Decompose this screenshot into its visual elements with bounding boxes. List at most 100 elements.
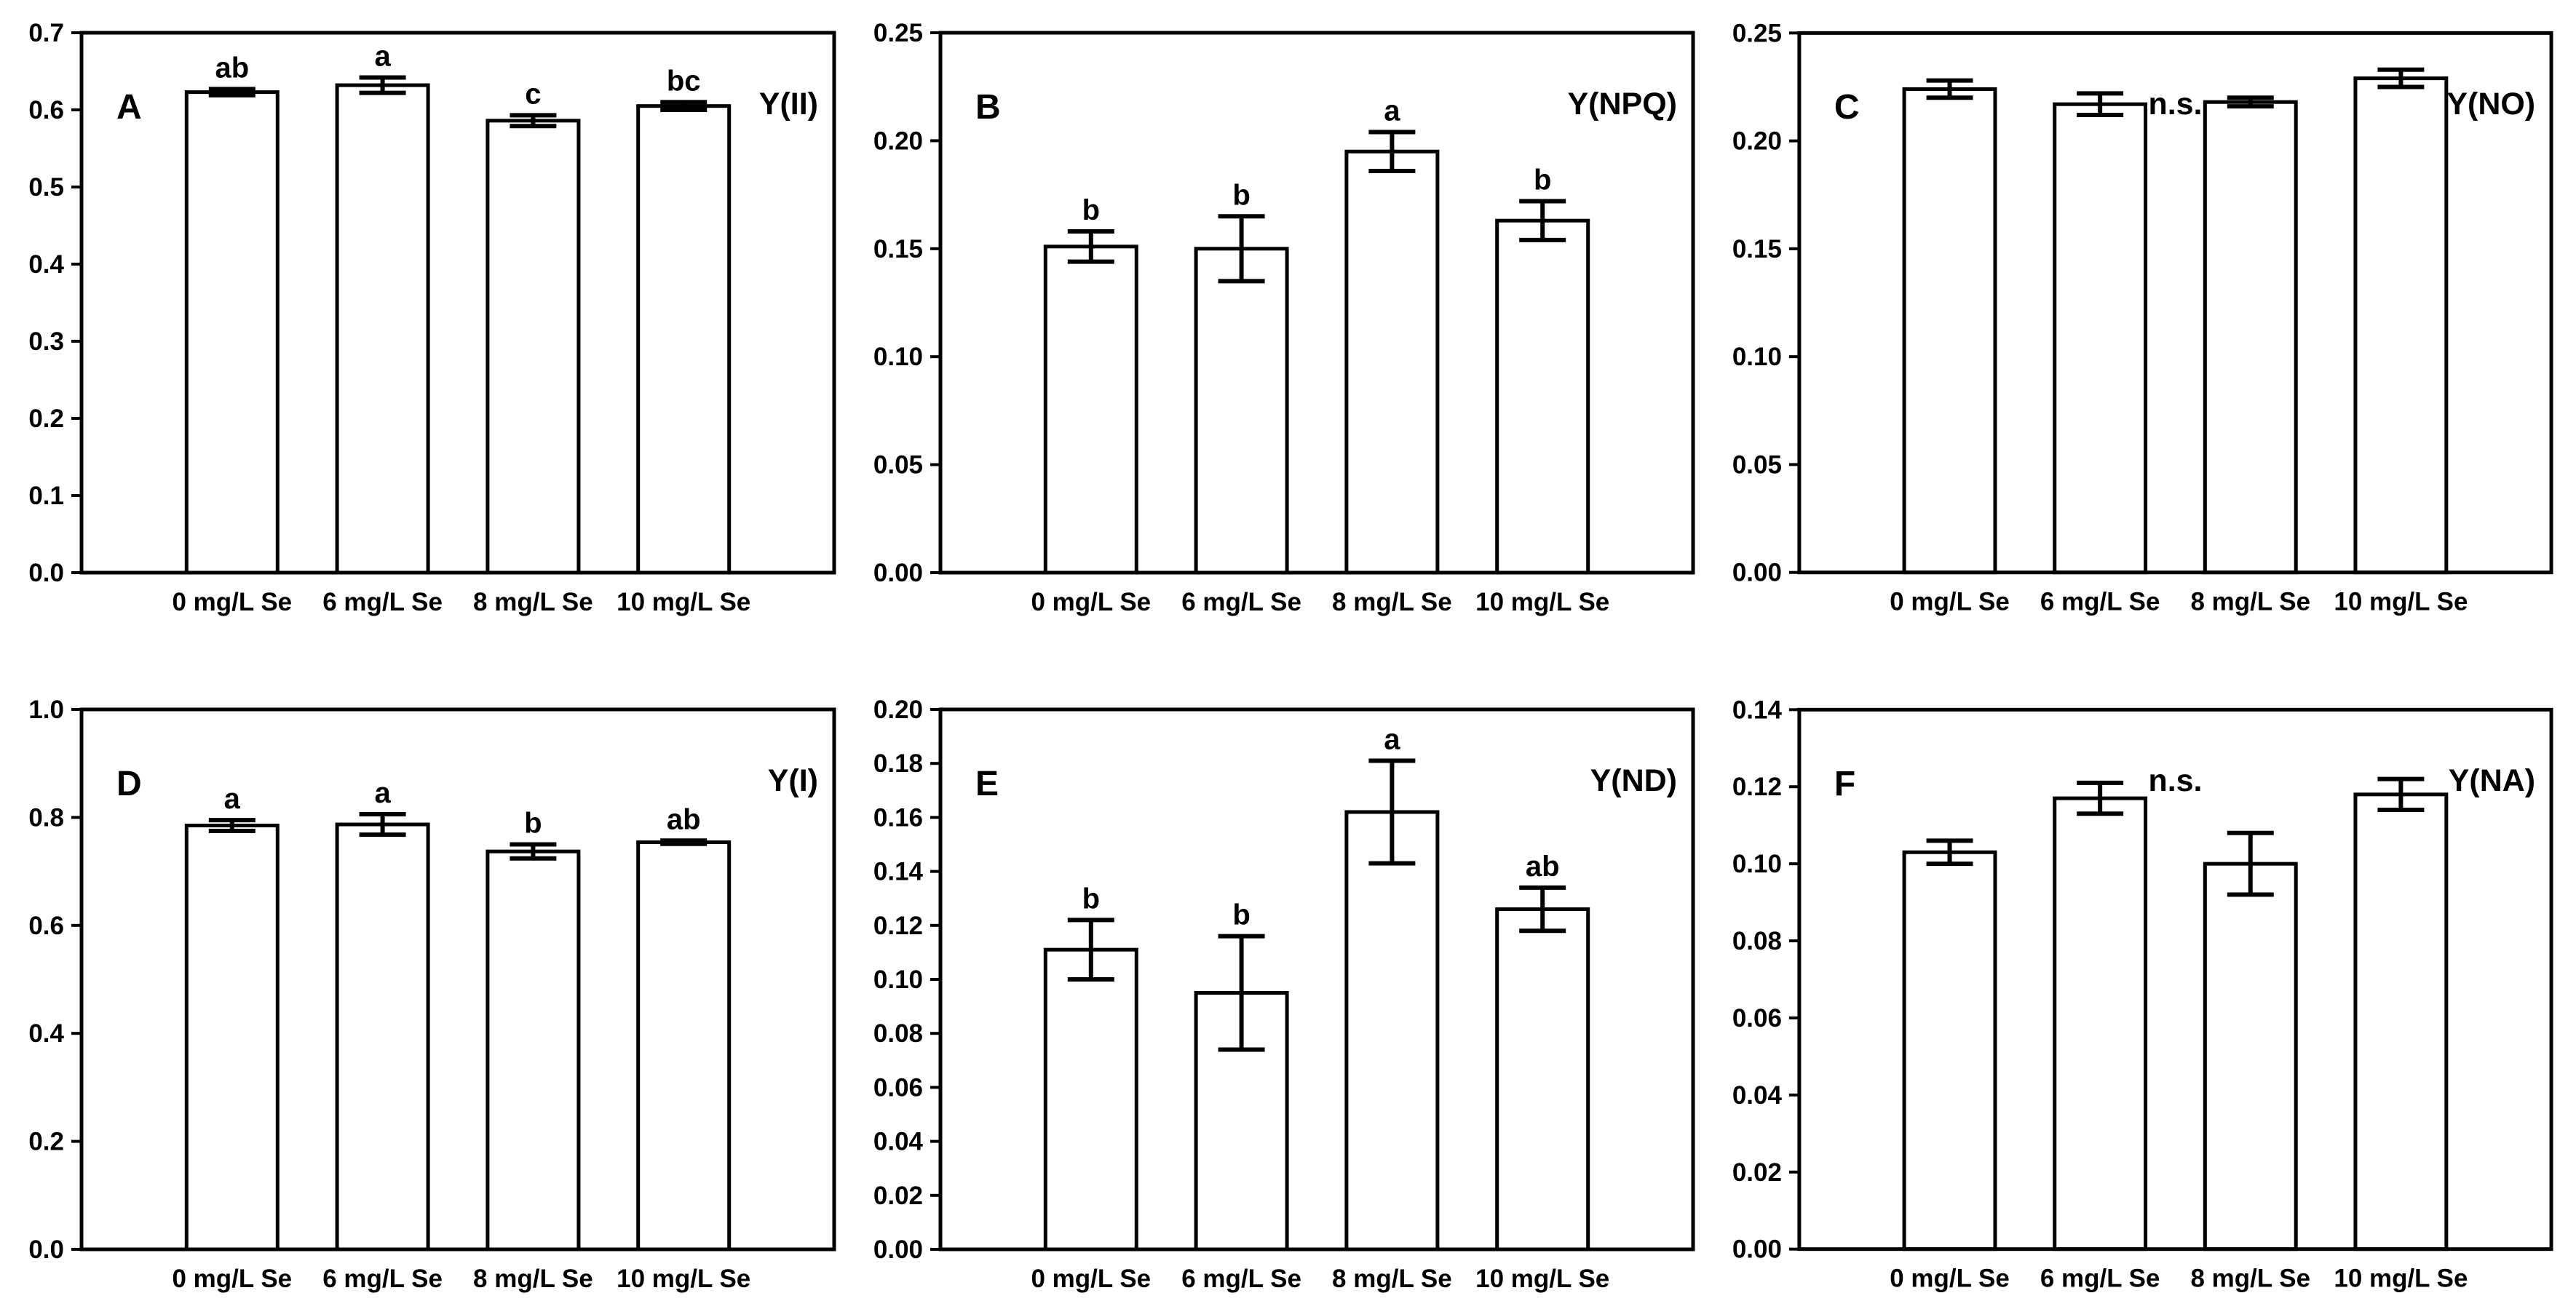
y-tick-label: 0.10 xyxy=(1732,850,1782,878)
sig-letter: b xyxy=(1534,164,1551,196)
panel-1-chart: 0.00 0.05 0.10 0.15 0.20 0.25 0 mg/L Se b 6 mg/… xyxy=(873,19,1695,616)
ns-label-2: n.s. xyxy=(2148,87,2202,122)
labels-layer: 0 mg/L Se 6 mg/L Se 8 mg/L Se 10 mg/L Se xyxy=(1890,588,2468,616)
category-label: 10 mg/L Se xyxy=(617,1265,750,1293)
category-label: 6 mg/L Se xyxy=(2040,1265,2160,1293)
bar xyxy=(335,822,430,1252)
bar xyxy=(184,90,280,575)
y-tick-label: 0.06 xyxy=(1732,1004,1782,1033)
category-label: 6 mg/L Se xyxy=(322,588,443,616)
bar xyxy=(1495,218,1590,575)
y-tick-label: 0.25 xyxy=(1732,19,1782,47)
y-tick-label: 0.15 xyxy=(1732,235,1782,263)
y-tick-label: 0.4 xyxy=(28,250,64,279)
bar xyxy=(2353,76,2449,575)
bar xyxy=(184,824,280,1252)
panel-letter-4: E xyxy=(975,765,999,803)
y-tick-label: 0.04 xyxy=(873,1128,924,1156)
plot-box xyxy=(938,31,1695,575)
y-axis-ticks: 0.0 0.1 0.2 0.3 0.4 0.5 0.6 0.7 xyxy=(28,19,82,587)
y-tick-label: 0.10 xyxy=(1732,343,1782,371)
panel-0: 0.0 0.1 0.2 0.3 0.4 0.5 0.6 0.7 0 mg/L Se ab 6 mg… xyxy=(0,0,859,654)
category-label: 8 mg/L Se xyxy=(2190,1265,2310,1293)
bars-layer xyxy=(1043,149,1590,575)
y-axis-ticks: 0.0 0.2 0.4 0.6 0.8 1.0 xyxy=(28,696,82,1264)
y-tick-label: 0.12 xyxy=(873,912,923,940)
panel-5: 0.00 0.02 0.04 0.06 0.08 0.10 0.12 0.14 0 mg/L … xyxy=(1718,655,2576,1309)
y-tick-label: 0.10 xyxy=(873,966,923,994)
ns-label-5: n.s. xyxy=(2148,763,2202,798)
error-bars-layer xyxy=(1067,130,1566,284)
bar xyxy=(636,104,732,575)
plot-box xyxy=(79,31,836,575)
error-bars-layer xyxy=(208,811,708,861)
bar xyxy=(1902,87,1997,575)
sig-letter: bc xyxy=(667,65,701,97)
category-label: 6 mg/L Se xyxy=(2040,588,2160,616)
category-label: 10 mg/L Se xyxy=(617,588,750,616)
y-tick-label: 0.20 xyxy=(873,696,923,724)
sig-letter: b xyxy=(524,808,542,840)
panel-5-chart: 0.00 0.02 0.04 0.06 0.08 0.10 0.12 0.14 0 mg/L … xyxy=(1732,696,2553,1293)
bar xyxy=(636,840,732,1252)
y-tick-label: 0.06 xyxy=(873,1073,923,1102)
bars-layer xyxy=(1902,76,2449,575)
panel-letter-5: F xyxy=(1834,765,1855,803)
plot-box xyxy=(79,707,836,1252)
labels-layer: 0 mg/L Se a 6 mg/L Se a 8 mg/L Se b 10 mg/L Se… xyxy=(172,777,750,1293)
metric-label-5: Y(NA) xyxy=(2449,763,2535,798)
panel-letter-1: B xyxy=(975,88,1001,127)
bar xyxy=(2203,100,2298,575)
category-label: 8 mg/L Se xyxy=(2190,588,2310,616)
category-label: 0 mg/L Se xyxy=(1031,1265,1151,1293)
sig-letter: b xyxy=(1232,899,1250,931)
y-tick-label: 0.18 xyxy=(873,749,923,778)
plot-box xyxy=(938,707,1695,1252)
error-bars-layer xyxy=(1926,776,2425,897)
sig-letter: b xyxy=(1232,179,1250,211)
plot-box xyxy=(1797,31,2553,575)
panel-letter-0: A xyxy=(116,88,142,127)
error-bars-layer xyxy=(1067,758,1566,1052)
y-tick-label: 0.16 xyxy=(873,803,923,832)
y-tick-label: 0.2 xyxy=(28,405,64,433)
sig-letter: a xyxy=(1384,95,1400,127)
y-axis-ticks: 0.00 0.05 0.10 0.15 0.20 0.25 xyxy=(873,19,940,587)
y-tick-label: 0.3 xyxy=(28,327,64,356)
bars-layer xyxy=(184,822,732,1252)
category-label: 10 mg/L Se xyxy=(2334,588,2468,616)
panel-3: 0.0 0.2 0.4 0.6 0.8 1.0 0 mg/L Se a 6 mg/L Se a 8… xyxy=(0,655,859,1309)
category-label: 0 mg/L Se xyxy=(1890,1265,2010,1293)
y-tick-label: 0.00 xyxy=(1732,559,1782,587)
category-label: 0 mg/L Se xyxy=(172,588,292,616)
labels-layer: 0 mg/L Se b 6 mg/L Se b 8 mg/L Se a 10 mg/L Se… xyxy=(1031,723,1609,1293)
bar xyxy=(1194,247,1289,575)
y-tick-label: 1.0 xyxy=(28,696,64,724)
category-label: 8 mg/L Se xyxy=(473,588,593,616)
bar xyxy=(2053,102,2148,575)
sig-letter: b xyxy=(1082,194,1100,226)
sig-letter: c xyxy=(525,78,541,110)
sig-letter: a xyxy=(224,783,241,815)
category-label: 8 mg/L Se xyxy=(1332,588,1452,616)
y-axis-ticks: 0.00 0.02 0.04 0.06 0.08 0.10 0.12 0.14 xyxy=(1732,696,1799,1264)
error-bars-layer xyxy=(208,75,708,129)
category-label: 0 mg/L Se xyxy=(1031,588,1151,616)
panel-1: 0.00 0.05 0.10 0.15 0.20 0.25 0 mg/L Se b 6 mg/… xyxy=(859,0,1718,654)
category-label: 0 mg/L Se xyxy=(172,1265,292,1293)
y-axis-ticks: 0.00 0.05 0.10 0.15 0.20 0.25 xyxy=(1732,19,1799,587)
sig-letter: b xyxy=(1082,883,1100,915)
y-tick-label: 0.00 xyxy=(873,1236,923,1264)
labels-layer: 0 mg/L Se ab 6 mg/L Se a 8 mg/L Se c 10 mg/L S… xyxy=(172,40,750,616)
y-tick-label: 0.6 xyxy=(28,912,64,940)
bar xyxy=(2203,862,2298,1252)
y-tick-label: 0.14 xyxy=(873,858,924,886)
y-tick-label: 0.00 xyxy=(1732,1236,1782,1264)
bar xyxy=(2353,792,2449,1252)
metric-label-1: Y(NPQ) xyxy=(1568,87,1678,122)
y-tick-label: 0.14 xyxy=(1732,696,1783,724)
y-tick-label: 0.0 xyxy=(28,1236,64,1264)
y-tick-label: 0.25 xyxy=(873,19,923,47)
category-label: 10 mg/L Se xyxy=(1475,1265,1609,1293)
y-tick-label: 0.05 xyxy=(1732,450,1782,479)
